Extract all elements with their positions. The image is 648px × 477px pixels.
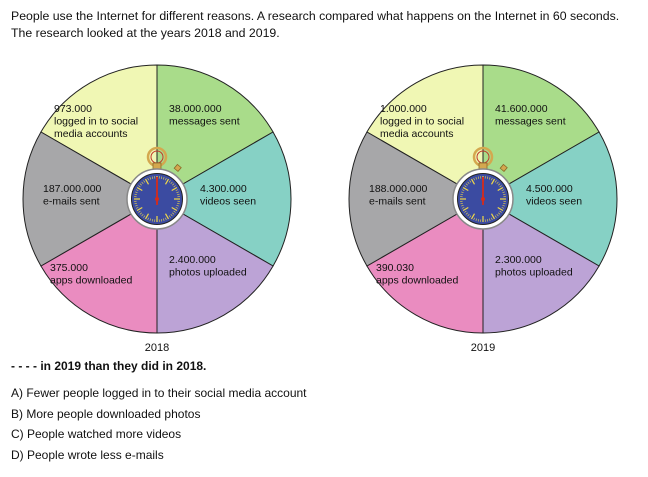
segment-label-videos: 4.300.000 videos seen xyxy=(200,183,256,208)
segment-label-emails: 187.000.000 e-mails sent xyxy=(43,183,102,208)
intro-text: People use the Internet for different re… xyxy=(11,9,620,40)
year-label: 2018 xyxy=(145,342,169,354)
segment-label-social: 1.000.000 logged in to social media accoun… xyxy=(380,103,464,140)
segment-apps xyxy=(366,198,484,334)
segment-label-photos: 2.400.000 photos uploaded xyxy=(169,254,247,279)
wheel-2018: 973.000 logged in to social media accounts… xyxy=(22,64,292,354)
segment-label-videos: 4.500.000 videos seen xyxy=(526,183,582,208)
segment-label-messages: 41.600.000 messages sent xyxy=(495,103,566,128)
option-d[interactable]: D) People wrote less e-mails xyxy=(11,447,164,462)
segment-apps xyxy=(40,198,158,334)
segment-label-messages: 38.000.000 messages sent xyxy=(169,103,240,128)
segment-label-emails: 188.000.000 e-mails sent xyxy=(369,183,428,208)
segment-messages xyxy=(156,64,274,200)
stopwatch-icon xyxy=(452,146,514,230)
year-label: 2019 xyxy=(471,342,495,354)
segment-social xyxy=(366,64,484,200)
segment-label-apps: 390.030 apps downloaded xyxy=(376,262,458,287)
answer-options: A) Fewer people logged in to their socia… xyxy=(11,385,307,467)
segment-videos xyxy=(155,131,292,267)
option-c[interactable]: C) People watched more videos xyxy=(11,427,182,441)
segment-emails xyxy=(22,131,159,267)
segment-social xyxy=(40,64,158,200)
segment-label-photos: 2.300.000 photos uploaded xyxy=(495,254,573,279)
stopwatch-icon xyxy=(126,146,188,230)
segment-photos xyxy=(156,198,274,334)
wheel-2019: 1.000.000 logged in to social media accoun… xyxy=(348,64,618,354)
segment-label-social: 973.000 logged in to social media accounts xyxy=(54,103,138,140)
segment-label-apps: 375.000 apps downloaded xyxy=(50,262,132,287)
segment-messages xyxy=(482,64,600,200)
option-a[interactable]: A) Fewer people logged in to their socia… xyxy=(11,386,307,400)
segment-videos xyxy=(481,131,618,267)
segment-photos xyxy=(482,198,600,334)
option-b[interactable]: B) More people downloaded photos xyxy=(11,406,201,421)
question-stem: - - - - in 2019 than they did in 2018. xyxy=(11,359,207,373)
segment-emails xyxy=(348,131,485,267)
